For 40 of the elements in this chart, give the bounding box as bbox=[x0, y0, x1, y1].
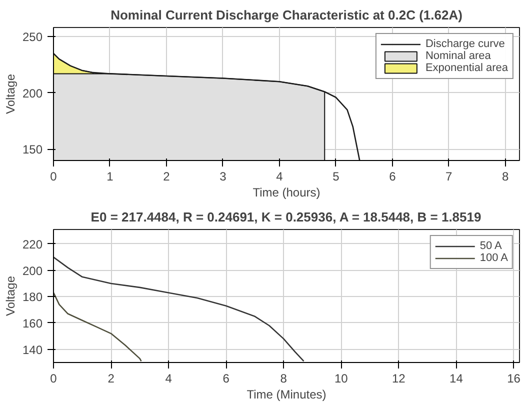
line-series bbox=[54, 52, 360, 160]
legend-label: Exponential area bbox=[425, 62, 508, 74]
x-axis-title: Time (hours) bbox=[252, 186, 320, 200]
legend-label: Nominal area bbox=[425, 50, 491, 62]
x-tick-label: 10 bbox=[334, 372, 348, 386]
line-series bbox=[54, 256, 304, 362]
x-tick-label: 1 bbox=[106, 170, 114, 184]
x-tick-label: 12 bbox=[392, 372, 406, 386]
x-tick-label: 14 bbox=[450, 372, 464, 386]
y-tick-label: 140 bbox=[22, 342, 43, 357]
chart-title: E0 = 217.4484, R = 0.24691, K = 0.25936, A = 18.5448, B = 1.8519 bbox=[90, 210, 482, 224]
line-series bbox=[54, 292, 142, 362]
x-tick-label: 2 bbox=[163, 170, 170, 184]
y-tick-label: 160 bbox=[22, 316, 43, 330]
x-tick-label: 3 bbox=[220, 170, 227, 184]
x-tick-label: 16 bbox=[507, 372, 521, 386]
y-tick-label: 200 bbox=[22, 264, 43, 278]
y-axis-title: Voltage bbox=[3, 276, 18, 316]
x-tick-label: 2 bbox=[108, 372, 115, 386]
legend-label: Discharge curve bbox=[425, 38, 505, 50]
y-tick-label: 200 bbox=[22, 86, 43, 100]
chart-title: Nominal Current Discharge Characteristic at 0.2C (1.62A) bbox=[110, 8, 462, 22]
x-tick-label: 0 bbox=[50, 372, 58, 386]
y-tick-label: 150 bbox=[22, 142, 43, 157]
y-tick-label: 180 bbox=[22, 290, 43, 304]
y-tick-label: 220 bbox=[22, 237, 43, 252]
y-axis-title: Voltage bbox=[3, 74, 18, 114]
x-tick-label: 8 bbox=[280, 372, 288, 386]
x-tick-label: 4 bbox=[165, 372, 172, 386]
x-tick-label: 8 bbox=[502, 170, 510, 184]
x-tick-label: 6 bbox=[389, 170, 396, 184]
x-tick-label: 4 bbox=[276, 170, 284, 184]
y-tick-label: 250 bbox=[22, 30, 43, 44]
x-tick-label: 7 bbox=[446, 170, 453, 184]
legend-label: 50 A bbox=[480, 240, 502, 252]
x-tick-label: 6 bbox=[222, 372, 230, 386]
legend-label: 100 A bbox=[480, 252, 508, 264]
x-tick-label: 5 bbox=[332, 170, 340, 184]
x-tick-label: 0 bbox=[50, 170, 58, 184]
x-axis-title: Time (Minutes) bbox=[246, 388, 326, 402]
